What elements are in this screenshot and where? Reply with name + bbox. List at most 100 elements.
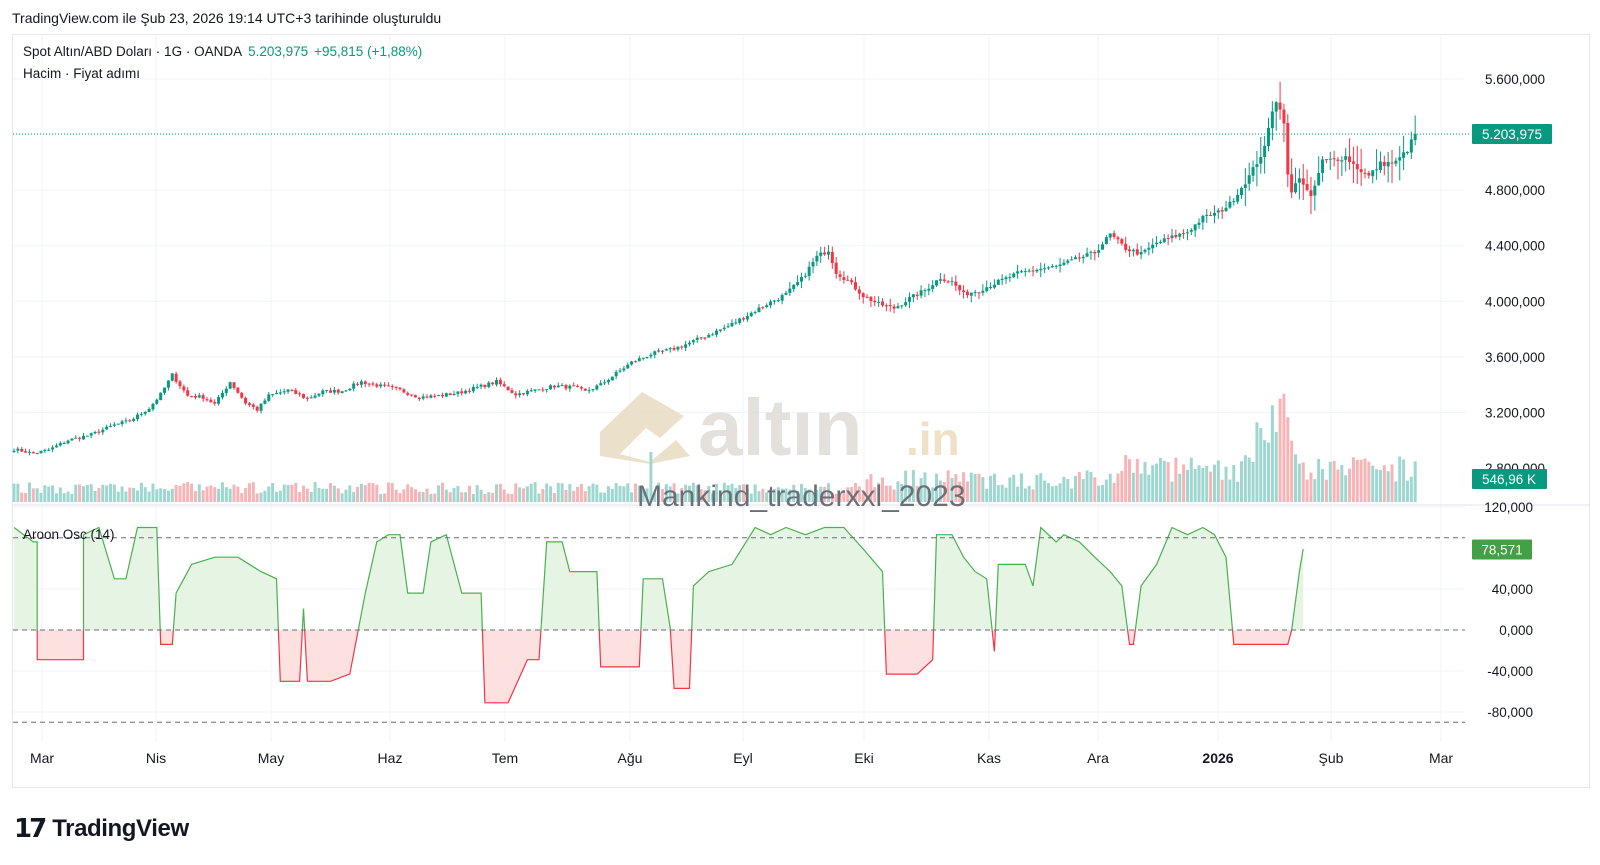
candle-body <box>1019 271 1023 273</box>
candle-body <box>1193 224 1197 231</box>
candle-body <box>336 389 340 393</box>
candles[interactable] <box>12 81 1417 456</box>
volume-bar <box>174 484 178 502</box>
candle-body <box>1390 162 1394 164</box>
candle-body <box>664 349 668 351</box>
candle-body <box>950 281 954 283</box>
volume-bar <box>881 477 884 502</box>
volume-bar <box>97 488 101 502</box>
candle-body <box>1359 169 1363 173</box>
volume-bar <box>1182 464 1186 502</box>
candle-body <box>684 344 688 348</box>
candle-body <box>1355 164 1359 170</box>
volume-bar <box>900 483 904 502</box>
candle-body <box>467 390 471 392</box>
candle-body <box>514 393 518 396</box>
volume-bar <box>915 485 919 502</box>
candle-body <box>1050 266 1054 268</box>
volume-bar <box>927 489 931 502</box>
candle-body <box>572 385 576 387</box>
time-tick-label: Mar <box>1429 750 1453 766</box>
candle-body <box>1197 222 1201 225</box>
volume-bar <box>267 486 271 502</box>
last-price-tag-label: 5.203,975 <box>1482 127 1542 142</box>
volume-bar <box>1170 481 1174 502</box>
volume-bar <box>908 486 912 502</box>
volume-legend-label[interactable]: Hacim · Fiyat adımı <box>23 66 141 81</box>
volume-bar <box>62 493 66 502</box>
volume-bar <box>1313 479 1317 502</box>
price-change-value: +95,815 (+1,88%) <box>314 44 423 59</box>
volume-bar <box>861 492 865 502</box>
volume-bar <box>444 489 448 502</box>
candle-body <box>1313 185 1317 196</box>
candle-body <box>1255 164 1259 167</box>
volume-bar <box>962 472 966 502</box>
candle-body <box>935 280 939 286</box>
candle-body <box>139 413 143 415</box>
volume-bar <box>1236 481 1240 502</box>
volume-bar <box>1305 479 1309 502</box>
volume-bar <box>136 490 140 502</box>
candle-body <box>676 346 680 350</box>
volume-bar <box>1166 461 1170 502</box>
volume-bar <box>259 492 263 502</box>
chart-frame[interactable] <box>12 34 1590 788</box>
candle-body <box>363 381 367 385</box>
candle-body <box>985 287 989 292</box>
aroon-legend[interactable]: Aroon Osc (14) <box>23 527 115 542</box>
candle-body <box>437 395 441 397</box>
volume-bar <box>715 483 719 502</box>
candle-body <box>1135 249 1139 255</box>
candle-body <box>850 280 854 283</box>
candle-body <box>745 316 749 320</box>
aroon-legend-label[interactable]: Aroon Osc (14) <box>23 527 115 542</box>
volume-bar <box>471 493 475 502</box>
volume-bar <box>529 483 533 502</box>
candle-body <box>479 384 483 387</box>
symbol-name[interactable]: Spot Altın/ABD Doları · 1G · OANDA <box>23 44 243 59</box>
altin-logo-text: altın <box>698 383 862 472</box>
candle-body <box>178 381 182 387</box>
volume-bar <box>630 492 634 502</box>
volume-bar <box>271 483 275 502</box>
candle-body <box>151 403 155 410</box>
candle-body <box>892 306 896 309</box>
volume-bar <box>1309 472 1313 502</box>
tradingview-logo[interactable]: 17 TradingView <box>14 814 189 844</box>
candle-body <box>888 305 892 307</box>
volume-bar <box>1224 466 1228 502</box>
candle-body <box>81 435 85 440</box>
candle-body <box>896 306 900 309</box>
volume-legend[interactable]: Hacim · Fiyat adımı <box>23 66 140 81</box>
tradingview-mark-icon: 17 <box>14 814 47 844</box>
candle-body <box>660 350 664 352</box>
volume-bar <box>16 483 20 502</box>
candle-body <box>1251 167 1255 176</box>
volume-bar <box>398 493 402 502</box>
volume-bars[interactable] <box>12 393 1417 502</box>
candle-body <box>232 382 236 388</box>
volume-bar <box>788 489 792 502</box>
candle-body <box>321 390 325 395</box>
volume-bar <box>1085 470 1089 502</box>
volume-bar <box>460 492 464 502</box>
volume-bar <box>12 483 16 502</box>
volume-bar <box>1359 459 1363 502</box>
candle-body <box>1131 249 1135 252</box>
time-axis: Mar Nis May Haz Tem Ağu Eyl Eki Kas Ara 2026 Şub Mar <box>30 750 1453 766</box>
volume-bar <box>139 482 143 502</box>
candle-body <box>962 290 966 293</box>
volume-bar <box>379 493 383 502</box>
candle-body <box>969 292 973 296</box>
symbol-legend[interactable]: Spot Altın/ABD Doları · 1G · OANDA 5.203,… <box>23 44 422 59</box>
candle-body <box>240 392 244 398</box>
volume-bar <box>479 489 483 502</box>
volume-bar <box>325 488 329 502</box>
aroon-oscillator[interactable] <box>13 526 1465 723</box>
candle-body <box>1108 233 1112 238</box>
volume-bar <box>583 491 587 502</box>
candle-body <box>923 290 927 292</box>
volume-bar <box>626 483 630 502</box>
